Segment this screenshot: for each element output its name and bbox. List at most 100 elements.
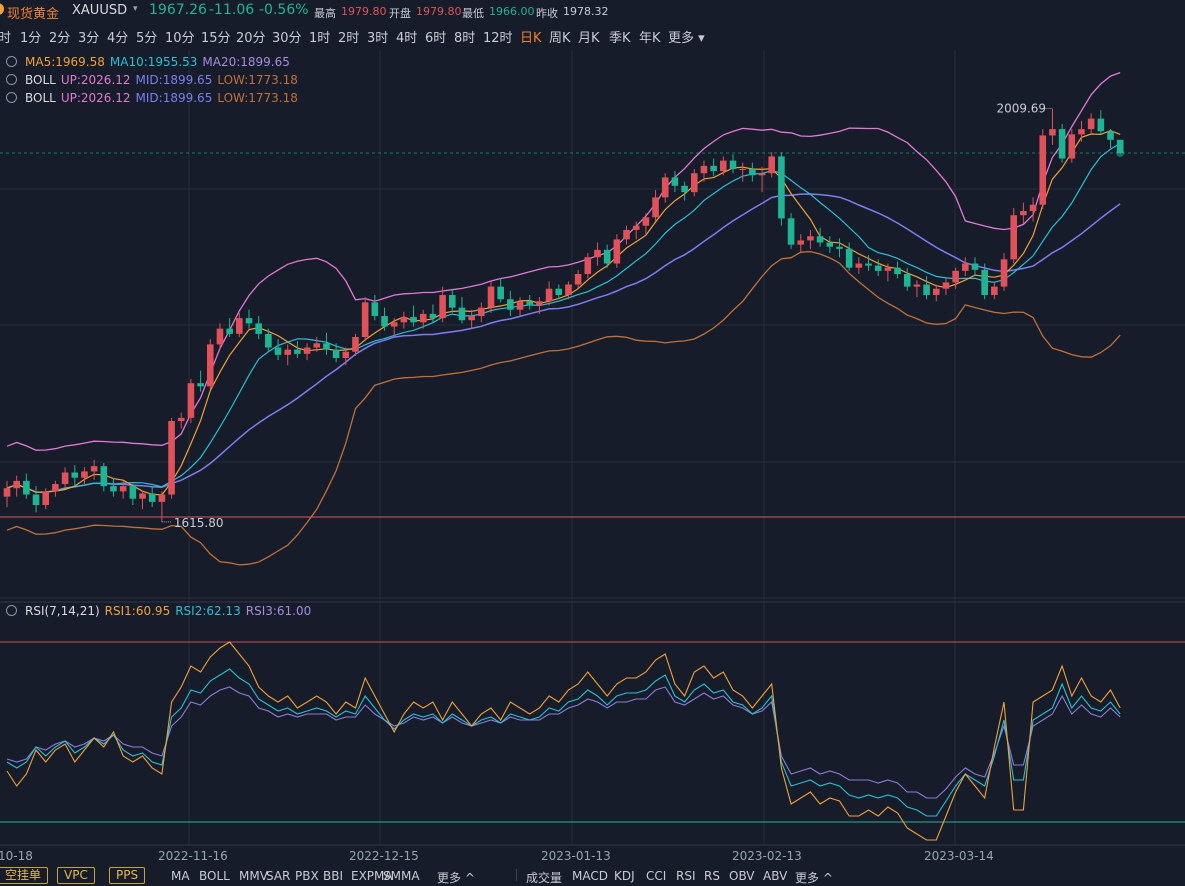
candle: [13, 475, 20, 497]
rsi-line-rsi2: [6, 668, 1121, 817]
ma20-label: MA20:1899.65: [202, 55, 290, 69]
candle: [3, 480, 11, 508]
instrument-name[interactable]: 现货黄金: [7, 7, 60, 22]
candle-body: [555, 288, 563, 296]
candle: [545, 281, 553, 306]
main-indicator-1[interactable]: BOLL: [199, 869, 230, 883]
toolbar-button-1[interactable]: VPC: [57, 867, 95, 884]
candle-body: [129, 486, 137, 499]
candle: [61, 467, 69, 489]
candle-body: [671, 177, 679, 186]
candle: [652, 190, 659, 222]
timeframe-16[interactable]: 12时: [483, 31, 513, 46]
timeframe-9[interactable]: 30分: [272, 31, 302, 46]
candle-body: [807, 236, 814, 241]
prev-close-value: 1978.32: [563, 5, 609, 18]
candle: [439, 286, 446, 323]
candle: [468, 309, 475, 329]
candle: [903, 267, 911, 291]
candle-body: [294, 349, 301, 354]
candle-body: [61, 472, 69, 485]
settings-icon[interactable]: [6, 92, 17, 103]
timeframe-8[interactable]: 20分: [236, 31, 266, 46]
toolbar-button-0[interactable]: 空挂单: [0, 867, 49, 884]
main-indicator-6[interactable]: EXPMA: [351, 869, 393, 883]
candle: [536, 297, 543, 314]
main-indicator-8[interactable]: 更多 ^: [437, 871, 475, 885]
boll-mid-label: MID:1899.65: [135, 91, 213, 105]
timeframe-14[interactable]: 6时: [425, 31, 447, 46]
timeframe-2[interactable]: 2分: [49, 31, 71, 46]
candle: [932, 284, 940, 302]
candle-body: [255, 323, 262, 334]
timeframe-0[interactable]: 时: [0, 31, 12, 46]
sub-indicator-6[interactable]: OBV: [729, 869, 755, 883]
candle-body: [226, 328, 233, 334]
main-indicator-0[interactable]: MA: [171, 869, 190, 883]
candle-body: [274, 347, 282, 355]
candle: [565, 281, 572, 300]
timeframe-22[interactable]: 更多 ▾: [668, 31, 705, 46]
sub-indicator-3[interactable]: CCI: [646, 869, 667, 883]
main-indicator-4[interactable]: PBX: [295, 869, 319, 883]
timeframe-3[interactable]: 3分: [78, 31, 100, 46]
timeframe-5[interactable]: 5分: [136, 31, 158, 46]
toolbar-button-2[interactable]: PPS: [109, 867, 146, 884]
sub-indicator-4[interactable]: RSI: [676, 869, 696, 883]
sub-indicator-0[interactable]: 成交量: [526, 871, 563, 885]
rsi1-label: RSI1:60.95: [104, 604, 171, 618]
timeframe-10[interactable]: 1时: [309, 31, 331, 46]
sub-indicator-2[interactable]: KDJ: [614, 869, 635, 883]
candle-body: [197, 383, 204, 387]
candle: [690, 169, 698, 197]
settings-icon[interactable]: [6, 56, 17, 67]
candle: [758, 166, 766, 193]
candle: [236, 312, 243, 338]
candle: [700, 160, 708, 182]
sub-indicator-5[interactable]: RS: [704, 869, 720, 883]
candle-body: [410, 317, 417, 323]
timeframe-19[interactable]: 月K: [578, 31, 600, 46]
sub-indicator-1[interactable]: MACD: [572, 869, 608, 883]
sub-indicator-7[interactable]: ABV: [763, 869, 788, 883]
ma5-label: MA5:1969.58: [25, 55, 105, 69]
candle-body: [536, 301, 543, 306]
candle-body: [623, 229, 630, 240]
candle-body: [71, 472, 79, 478]
timeframe-11[interactable]: 2时: [338, 31, 360, 46]
main-indicator-7[interactable]: SMMA: [383, 869, 420, 883]
last-price: 1967.26: [149, 2, 207, 18]
timeframe-20[interactable]: 季K: [609, 31, 631, 46]
gold-icon: [0, 3, 4, 15]
timeframe-15[interactable]: 8时: [454, 31, 476, 46]
candle-body: [884, 267, 892, 271]
symbol-dropdown-icon[interactable]: ▾: [133, 4, 138, 14]
timeframe-21[interactable]: 年K: [639, 31, 661, 46]
candle-body: [1078, 129, 1085, 135]
settings-icon[interactable]: [6, 605, 17, 616]
candle: [1107, 129, 1114, 149]
instrument-symbol[interactable]: XAUUSD: [72, 3, 128, 18]
low-label: 最低: [462, 7, 484, 20]
candle: [952, 267, 959, 289]
timeframe-13[interactable]: 4时: [396, 31, 418, 46]
timeframe-4[interactable]: 4分: [107, 31, 129, 46]
timeframe-6[interactable]: 10分: [165, 31, 195, 46]
candle-body: [23, 480, 30, 495]
main-indicator-2[interactable]: MMV: [239, 869, 268, 883]
candle: [81, 467, 88, 485]
main-indicator-5[interactable]: BBI: [323, 869, 344, 883]
candle-body: [845, 248, 853, 268]
main-indicator-3[interactable]: SAR: [266, 869, 291, 883]
timeframe-7[interactable]: 15分: [201, 31, 231, 46]
candle: [216, 323, 224, 350]
settings-icon[interactable]: [6, 74, 17, 85]
candle-body: [720, 160, 727, 172]
timeframe-18[interactable]: 周K: [549, 31, 571, 46]
timeframe-12[interactable]: 3时: [367, 31, 389, 46]
candle: [206, 339, 214, 390]
timeframe-1[interactable]: 1分: [20, 31, 42, 46]
sub-indicator-8[interactable]: 更多 ^: [795, 871, 833, 885]
timeframe-17[interactable]: 日K: [520, 31, 542, 46]
